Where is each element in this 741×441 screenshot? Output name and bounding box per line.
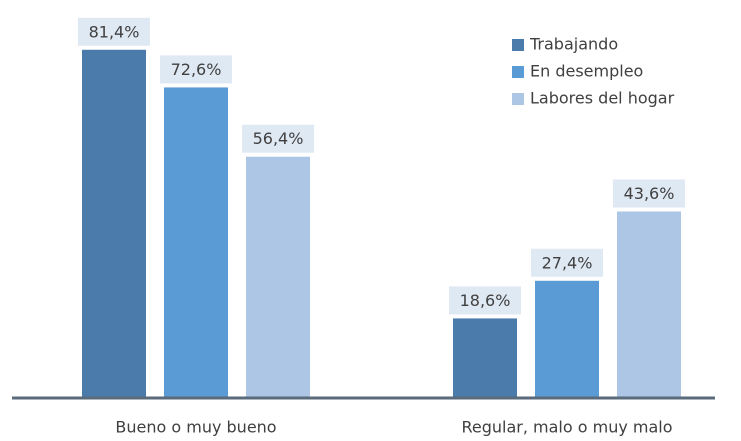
x-tick-label: Bueno o muy bueno bbox=[115, 418, 276, 437]
legend-swatch bbox=[512, 66, 524, 78]
value-label-box bbox=[242, 124, 314, 153]
value-label-box bbox=[160, 55, 232, 84]
value-label-box bbox=[78, 17, 150, 46]
value-label-box bbox=[449, 286, 521, 315]
value-label-box bbox=[531, 248, 603, 277]
legend-label: En desempleo bbox=[530, 62, 643, 81]
value-label: 56,4% bbox=[253, 129, 304, 148]
value-label-box bbox=[613, 179, 685, 208]
legend-label: Labores del hogar bbox=[530, 89, 675, 108]
bar bbox=[453, 318, 517, 398]
value-label: 18,6% bbox=[460, 291, 511, 310]
bar bbox=[164, 87, 228, 398]
legend-swatch bbox=[512, 39, 524, 51]
legend-label: Trabajando bbox=[529, 35, 618, 54]
value-label: 27,4% bbox=[542, 253, 593, 272]
bar bbox=[617, 211, 681, 398]
x-tick-label: Regular, malo o muy malo bbox=[461, 418, 672, 437]
bar bbox=[246, 156, 310, 398]
bar bbox=[82, 49, 146, 399]
value-label: 81,4% bbox=[89, 22, 140, 41]
value-label: 43,6% bbox=[624, 184, 675, 203]
legend-swatch bbox=[512, 93, 524, 105]
bar bbox=[535, 280, 599, 398]
value-label: 72,6% bbox=[171, 60, 222, 79]
